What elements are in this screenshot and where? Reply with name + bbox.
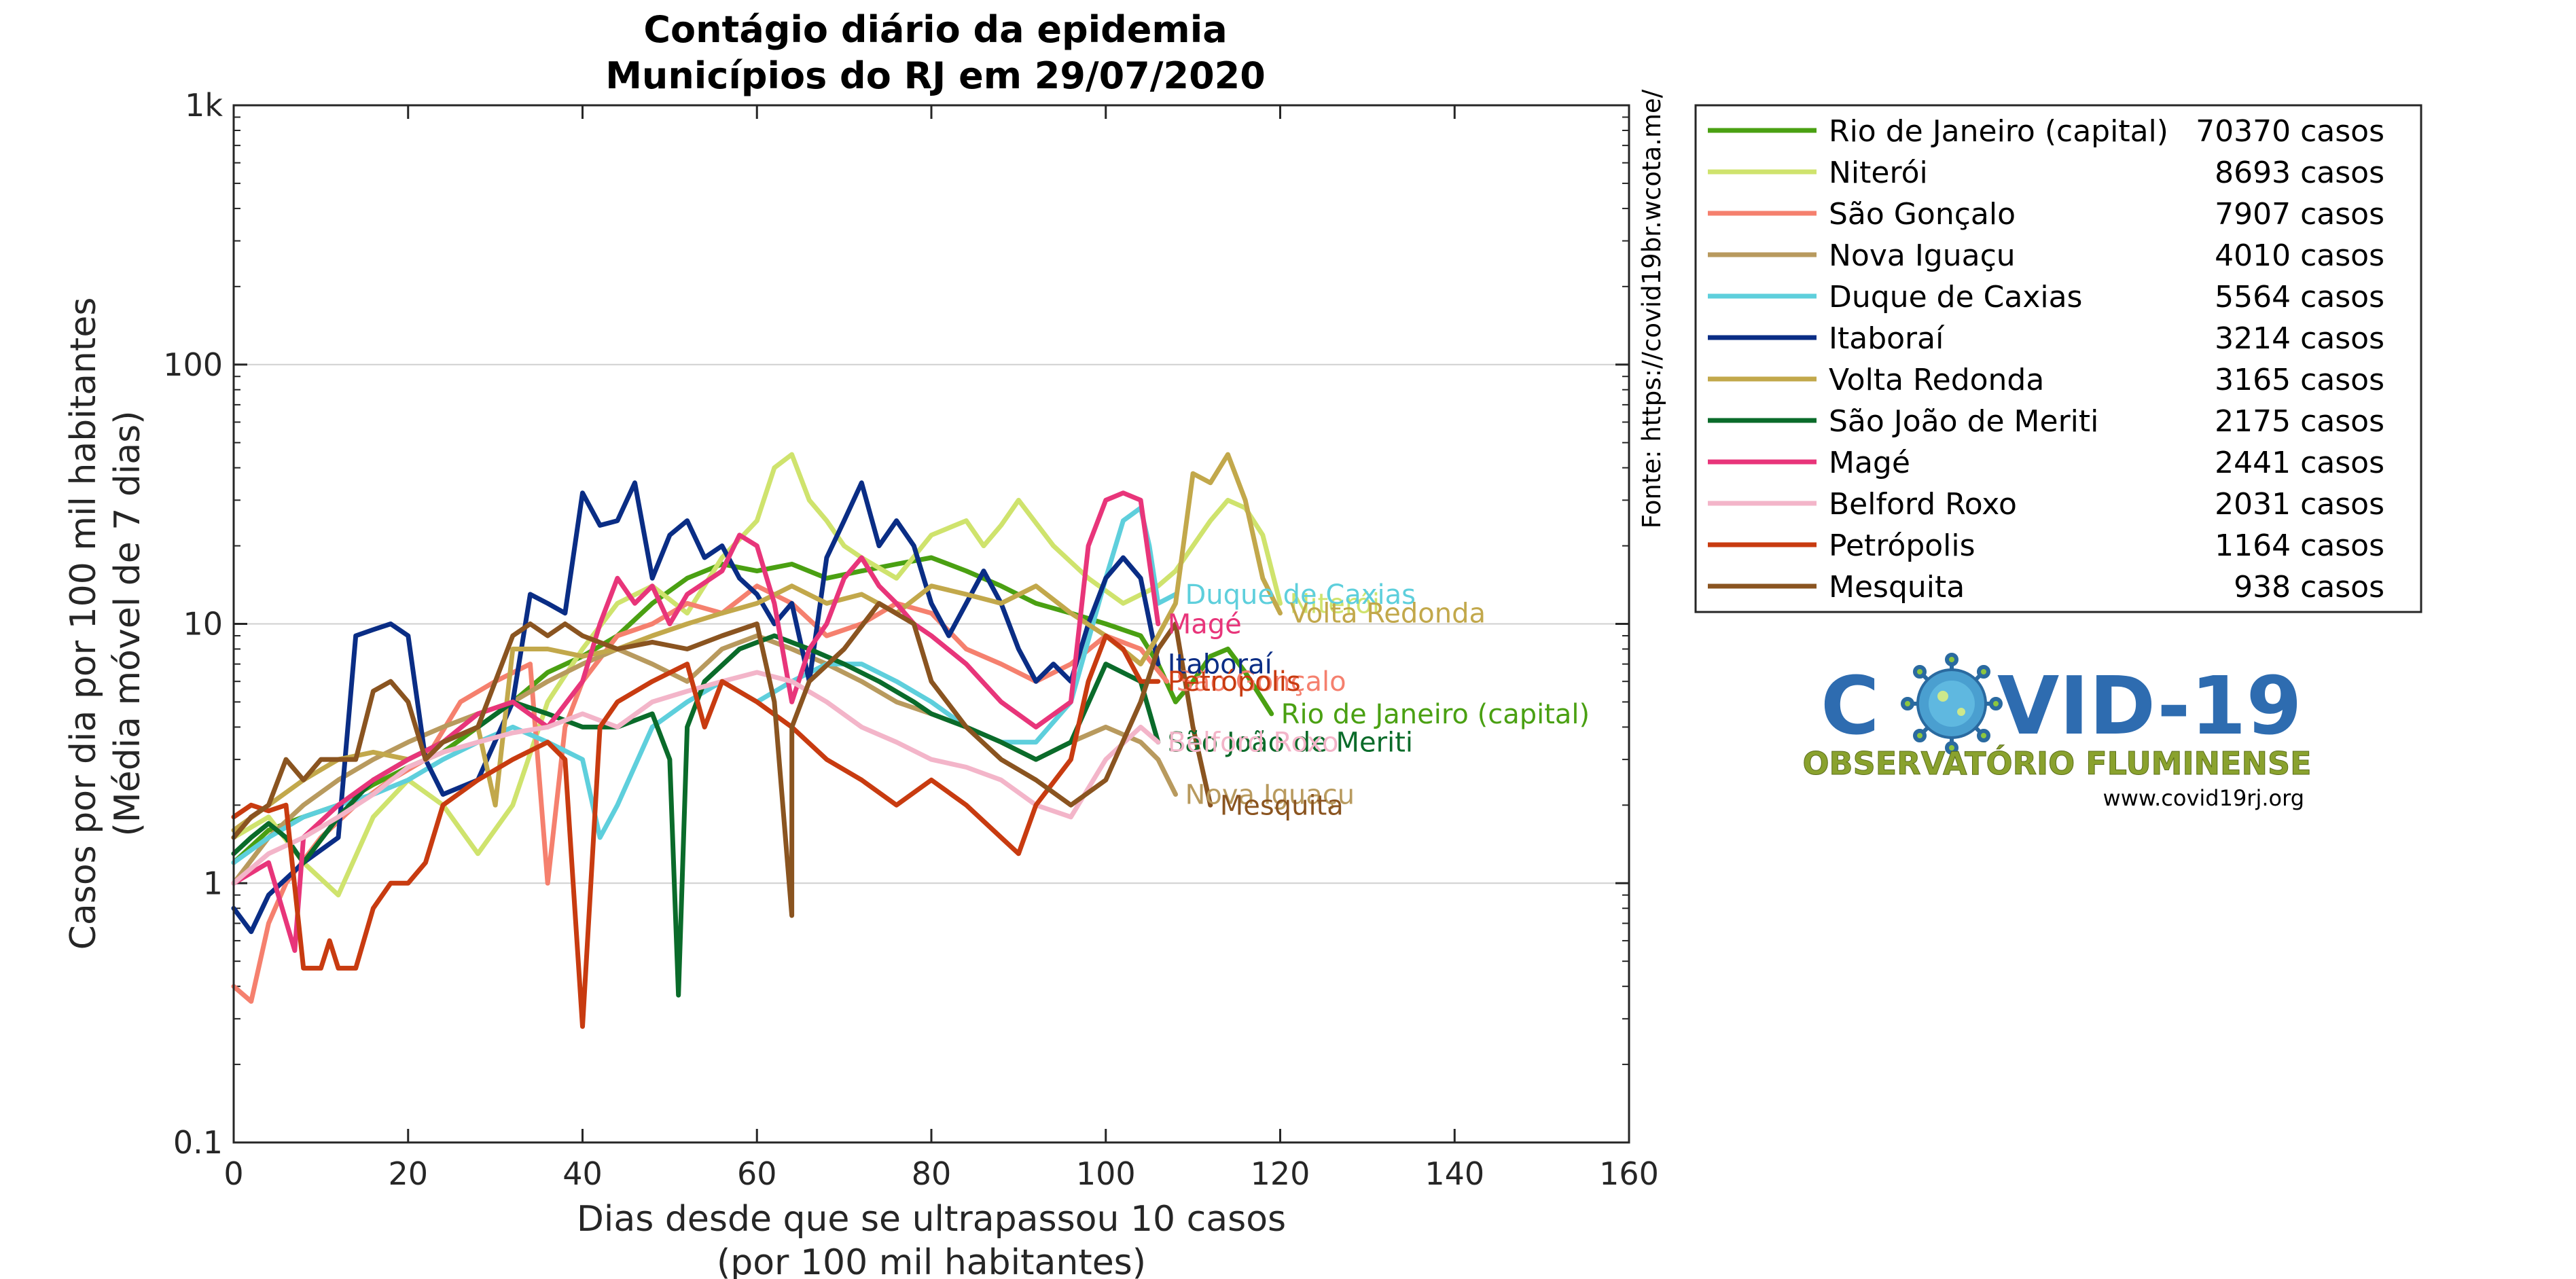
x-tick-label: 160 — [1599, 1155, 1659, 1192]
legend-series-name: Petrópolis — [1829, 528, 1975, 563]
series-line — [231, 633, 1161, 998]
series-end-label: Duque de Caxias — [1185, 579, 1416, 611]
series-line — [231, 633, 1161, 1029]
legend-series-name: Mesquita — [1829, 570, 1965, 605]
legend-series-name: São Gonçalo — [1829, 197, 2016, 232]
legend-series-name: Niterói — [1829, 156, 1928, 190]
y-tick-label: 0.1 — [173, 1124, 223, 1161]
legend-series-cases: 3214 casos — [2215, 321, 2384, 356]
y-tick-label: 1 — [203, 865, 223, 901]
series-lines — [231, 452, 1283, 1029]
x-tick-label: 120 — [1251, 1155, 1310, 1192]
x-tick-label: 140 — [1425, 1155, 1484, 1192]
y-tick-label: 1k — [185, 87, 223, 124]
legend-series-cases: 3165 casos — [2215, 363, 2384, 397]
x-tick-label: 60 — [737, 1155, 777, 1192]
series-end-label: Volta Redonda — [1290, 598, 1486, 630]
legend-series-name: Duque de Caxias — [1829, 280, 2082, 314]
legend-series-cases: 4010 casos — [2215, 238, 2384, 273]
legend-series-cases: 70370 casos — [2196, 114, 2384, 149]
legend-series-cases: 938 casos — [2234, 570, 2384, 605]
legend-series-cases: 1164 casos — [2215, 528, 2384, 563]
series-end-labels: Rio de Janeiro (capital) Niterói São Gonça… — [1168, 579, 1590, 821]
x-tick-label: 0 — [223, 1155, 243, 1192]
x-axis-label-2: (por 100 mil habitantes) — [717, 1242, 1146, 1279]
legend-series-cases: 2031 casos — [2215, 487, 2384, 522]
series-end-label: Magé — [1168, 609, 1242, 641]
legend-series-name: Magé — [1829, 446, 1910, 480]
series-end-label: Rio de Janeiro (capital) — [1281, 699, 1590, 730]
series-line — [231, 480, 1161, 935]
legend-series-name: Belford Roxo — [1829, 487, 2017, 522]
logo-subtitle: OBSERVATÓRIO FLUMINENSE — [1802, 745, 2311, 782]
series-end-label: Niterói — [1290, 588, 1380, 619]
series-line — [231, 670, 1161, 886]
y-tick-label: 10 — [183, 606, 223, 643]
y-axis-label: Casos por dia por 100 mil habitantes — [63, 298, 104, 950]
gridlines — [234, 363, 1629, 884]
covid19-logo: C VID-19 OBSERVATÓRIO FLUMINENSE www.cov… — [1802, 653, 2312, 811]
series-end-label: São João de Meriti — [1168, 727, 1413, 759]
legend-items: Rio de Janeiro (capital) 70370 casos Niter… — [1708, 114, 2384, 605]
virus-icon — [1901, 653, 2003, 755]
source-label: Fonte: https://covid19br.wcota.me/ — [1637, 89, 1666, 528]
x-axis-label: Dias desde que se ultrapassou 10 casos — [577, 1199, 1286, 1240]
x-tick-label: 80 — [912, 1155, 952, 1192]
series-line — [231, 600, 1213, 918]
logo-url: www.covid19rj.org — [2103, 785, 2304, 811]
legend-series-cases: 2441 casos — [2215, 446, 2384, 480]
legend-series-cases: 5564 casos — [2215, 280, 2384, 314]
legend-series-name: Nova Iguaçu — [1829, 238, 2016, 273]
legend-series-cases: 2175 casos — [2215, 404, 2384, 439]
x-tick-label: 20 — [388, 1155, 428, 1192]
plot-border — [232, 104, 1630, 1144]
legend-series-name: Volta Redonda — [1829, 363, 2044, 397]
logo-title-right: VID-19 — [1997, 659, 2302, 753]
legend-series-name: Rio de Janeiro (capital) — [1829, 114, 2168, 149]
series-line — [231, 490, 1161, 953]
legend-series-name: São João de Meriti — [1829, 404, 2098, 439]
legend-series-cases: 8693 casos — [2215, 156, 2384, 190]
series-end-label: Itaboraí — [1168, 649, 1274, 681]
y-axis-label-2: (Média móvel de 7 dias) — [107, 410, 148, 836]
series-end-label: São Gonçalo — [1177, 666, 1346, 698]
logo-title-left: C — [1821, 659, 1880, 753]
series-end-label: Petrópolis — [1168, 666, 1301, 698]
chart-subtitle: Municípios do RJ em 29/07/2020 — [605, 54, 1266, 97]
x-tick-label: 100 — [1076, 1155, 1136, 1192]
plot-area: 0.1 1 10 100 1k 0 20 40 60 80 100 120 140 160 Rio de… — [163, 87, 1659, 1192]
series-end-label: Nova Iguaçu — [1185, 780, 1355, 811]
legend-series-cases: 7907 casos — [2215, 197, 2384, 232]
legend-box — [1694, 104, 2422, 613]
series-end-label: Belford Roxo — [1168, 727, 1339, 759]
x-tick-label: 40 — [562, 1155, 603, 1192]
series-end-label: Mesquita — [1220, 790, 1344, 821]
y-tick-label: 100 — [163, 346, 223, 383]
legend: Rio de Janeiro (capital) 70370 casos Niter… — [1694, 104, 2422, 613]
chart-title: Contágio diário da epidemia — [643, 8, 1227, 51]
legend-series-name: Itaboraí — [1829, 321, 1945, 356]
